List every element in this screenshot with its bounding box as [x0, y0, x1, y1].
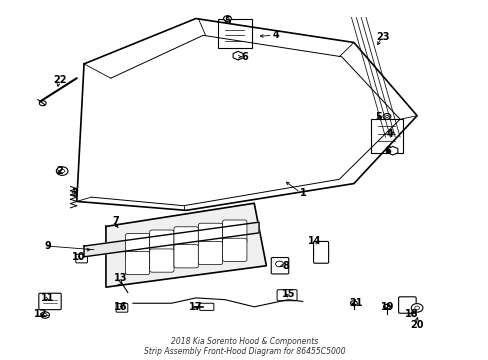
Text: 4: 4: [272, 30, 279, 40]
FancyBboxPatch shape: [198, 242, 222, 265]
Text: 2: 2: [56, 166, 63, 176]
FancyBboxPatch shape: [174, 227, 198, 250]
Text: 12: 12: [34, 309, 47, 319]
Text: 21: 21: [349, 298, 362, 308]
FancyBboxPatch shape: [76, 254, 87, 263]
FancyBboxPatch shape: [222, 220, 246, 243]
Polygon shape: [106, 203, 266, 287]
FancyBboxPatch shape: [174, 245, 198, 268]
Text: 13: 13: [114, 273, 127, 283]
Text: 2018 Kia Sorento Hood & Components
Strip Assembly Front-Hood Diagram for 86455C5: 2018 Kia Sorento Hood & Components Strip…: [143, 337, 345, 356]
Circle shape: [43, 314, 47, 316]
FancyBboxPatch shape: [198, 223, 222, 247]
FancyBboxPatch shape: [217, 19, 251, 48]
Circle shape: [56, 167, 68, 175]
Text: 5: 5: [224, 16, 230, 26]
FancyBboxPatch shape: [149, 249, 174, 272]
Text: 17: 17: [189, 302, 202, 312]
Circle shape: [383, 304, 389, 309]
Circle shape: [410, 303, 422, 312]
FancyBboxPatch shape: [222, 238, 246, 261]
Text: 4: 4: [386, 129, 393, 139]
Text: 6: 6: [384, 147, 390, 157]
Circle shape: [41, 312, 49, 318]
FancyBboxPatch shape: [277, 290, 296, 301]
Text: 3: 3: [71, 188, 78, 198]
FancyBboxPatch shape: [200, 303, 213, 310]
Text: 1: 1: [299, 188, 305, 198]
FancyBboxPatch shape: [39, 293, 61, 310]
Circle shape: [385, 115, 387, 117]
FancyBboxPatch shape: [149, 230, 174, 253]
Circle shape: [350, 301, 357, 306]
Circle shape: [223, 16, 231, 21]
Text: 16: 16: [114, 302, 127, 312]
FancyBboxPatch shape: [116, 303, 127, 312]
FancyBboxPatch shape: [125, 234, 149, 258]
FancyBboxPatch shape: [125, 251, 149, 275]
Text: 19: 19: [381, 302, 394, 312]
Circle shape: [225, 18, 228, 19]
Text: 14: 14: [307, 236, 321, 246]
Text: 11: 11: [41, 293, 54, 303]
Circle shape: [414, 306, 419, 310]
Text: 10: 10: [72, 252, 86, 262]
Circle shape: [39, 101, 46, 106]
Text: 8: 8: [282, 261, 289, 271]
Text: 20: 20: [409, 320, 423, 330]
Text: 9: 9: [44, 241, 51, 251]
FancyBboxPatch shape: [271, 257, 288, 274]
Text: 18: 18: [405, 309, 418, 319]
Text: 23: 23: [376, 32, 389, 42]
Text: 22: 22: [53, 75, 66, 85]
FancyBboxPatch shape: [398, 297, 415, 313]
Text: 5: 5: [374, 112, 381, 122]
Circle shape: [275, 261, 283, 267]
Text: 7: 7: [112, 216, 119, 226]
FancyBboxPatch shape: [370, 119, 402, 153]
Circle shape: [382, 113, 390, 119]
Text: 6: 6: [241, 52, 247, 62]
FancyBboxPatch shape: [313, 242, 328, 263]
Circle shape: [60, 169, 64, 173]
Polygon shape: [84, 222, 259, 257]
Text: 15: 15: [281, 289, 294, 299]
